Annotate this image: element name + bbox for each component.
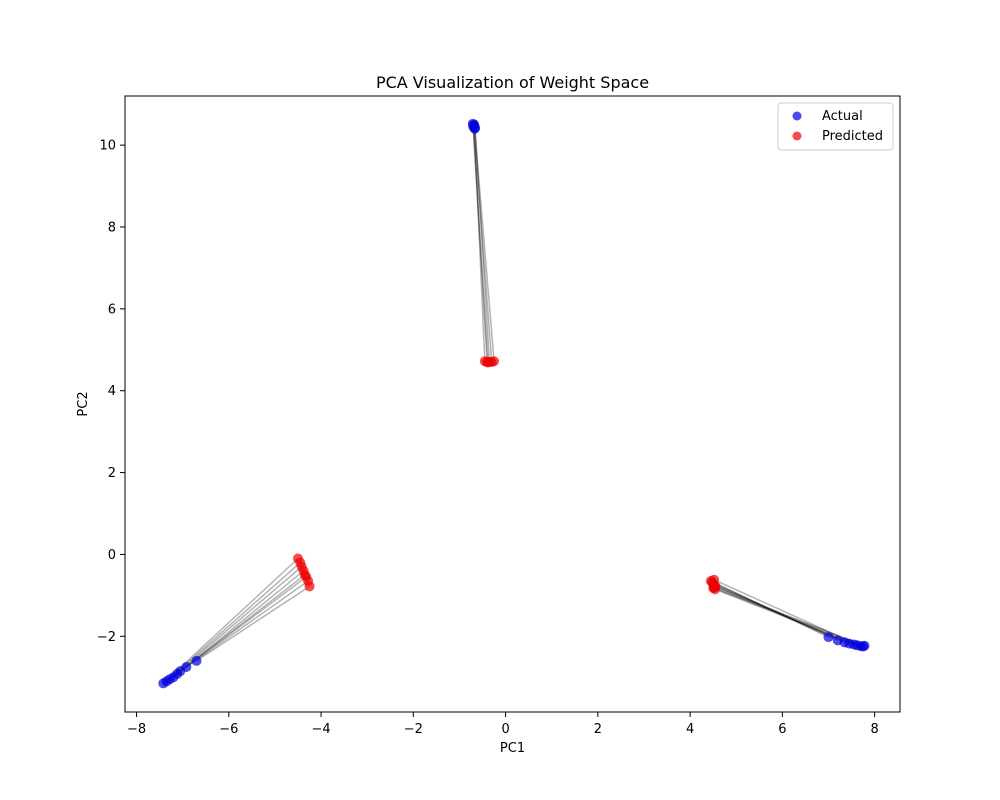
legend: Actual Predicted bbox=[777, 102, 894, 151]
link-line bbox=[472, 123, 489, 363]
y-tick-label: 10 bbox=[99, 139, 116, 154]
actual-point bbox=[823, 632, 834, 643]
x-tick-label: 6 bbox=[778, 722, 786, 737]
y-tick-label: −2 bbox=[97, 630, 116, 645]
link-line bbox=[185, 580, 309, 668]
link-line bbox=[711, 581, 839, 642]
predicted-point bbox=[304, 581, 315, 592]
y-tick-label: 2 bbox=[108, 466, 116, 481]
link-line bbox=[713, 579, 862, 647]
legend-marker-actual bbox=[792, 111, 802, 121]
y-axis-ticks: −2 0 2 4 6 8 10 bbox=[97, 139, 125, 645]
legend-label-actual: Actual bbox=[822, 109, 863, 124]
link-line bbox=[472, 126, 488, 363]
chart-title: PCA Visualization of Weight Space bbox=[376, 73, 649, 92]
predicted-point bbox=[708, 582, 719, 593]
x-axis-label: PC1 bbox=[500, 741, 525, 756]
actual-point bbox=[859, 640, 870, 651]
legend-box bbox=[777, 102, 894, 151]
x-axis-ticks: −8 −6 −4 −2 0 2 4 6 8 bbox=[127, 712, 879, 737]
link-line bbox=[169, 566, 303, 680]
x-tick-label: 4 bbox=[686, 722, 694, 737]
y-axis-label: PC2 bbox=[76, 391, 91, 416]
legend-marker-predicted bbox=[792, 131, 802, 141]
x-tick-label: 2 bbox=[594, 722, 602, 737]
link-line bbox=[473, 128, 495, 362]
actual-point bbox=[191, 655, 202, 666]
link-line bbox=[712, 583, 845, 644]
link-line bbox=[166, 562, 301, 682]
actual-point bbox=[467, 118, 478, 129]
y-tick-label: 4 bbox=[108, 384, 116, 399]
link-line bbox=[196, 585, 310, 662]
x-tick-label: 8 bbox=[870, 722, 878, 737]
actual-point bbox=[181, 661, 192, 672]
plot-area-frame bbox=[124, 95, 901, 713]
link-line bbox=[710, 580, 829, 638]
link-line bbox=[474, 127, 491, 362]
link-lines bbox=[162, 123, 865, 684]
legend-label-predicted: Predicted bbox=[822, 129, 883, 144]
link-line bbox=[712, 587, 865, 647]
link-line bbox=[714, 588, 858, 646]
link-line bbox=[473, 125, 493, 363]
y-tick-label: 0 bbox=[108, 548, 116, 563]
data-points bbox=[158, 118, 870, 689]
x-tick-label: −8 bbox=[127, 722, 146, 737]
x-tick-label: −4 bbox=[311, 722, 330, 737]
x-tick-label: −2 bbox=[404, 722, 423, 737]
link-line bbox=[473, 124, 486, 362]
y-tick-label: 8 bbox=[108, 220, 116, 235]
y-tick-label: 6 bbox=[108, 302, 116, 317]
x-tick-label: 0 bbox=[501, 722, 509, 737]
x-tick-label: −6 bbox=[219, 722, 238, 737]
link-line bbox=[179, 576, 307, 672]
predicted-point bbox=[483, 357, 494, 368]
